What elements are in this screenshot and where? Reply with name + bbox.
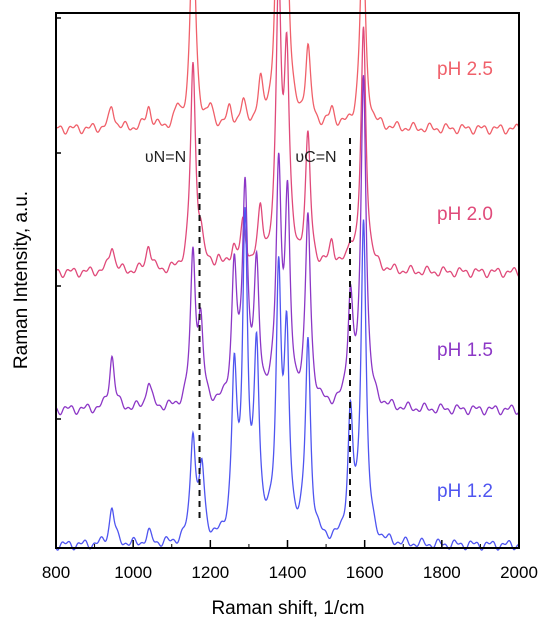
y-axis-title: Raman Intensity, a.u. — [11, 191, 32, 369]
series-label: pH 2.5 — [437, 59, 493, 80]
series-line-ph-2.0 — [55, 0, 520, 279]
series-line-ph-2.5 — [55, 0, 520, 135]
series-line-ph-1.5 — [55, 75, 520, 416]
y-axis-ticks — [56, 17, 61, 420]
x-tick-label: 2000 — [500, 563, 538, 582]
series-label: pH 1.5 — [437, 340, 493, 361]
x-tick-label: 1000 — [114, 563, 152, 582]
x-tick-label: 1600 — [346, 563, 384, 582]
series-labels: pH 2.5 pH 2.0 pH 1.5 pH 1.2 — [437, 59, 493, 502]
x-axis-ticks: 800 1000 1200 1400 1600 1800 2000 — [42, 540, 538, 582]
series-label: pH 1.2 — [437, 481, 493, 502]
band-annotation: υN=N — [145, 149, 186, 166]
x-tick-label: 1200 — [191, 563, 229, 582]
x-tick-label: 1800 — [423, 563, 461, 582]
x-tick-label: 800 — [42, 563, 70, 582]
band-markers: υN=N υC=N — [145, 138, 352, 518]
x-tick-label: 1400 — [269, 563, 307, 582]
x-axis-title: Raman shift, 1/cm — [211, 598, 364, 619]
plot-frame — [55, 12, 520, 549]
series-label: pH 2.0 — [437, 204, 493, 225]
band-annotation: υC=N — [295, 149, 336, 166]
spectra-traces — [55, 0, 520, 551]
